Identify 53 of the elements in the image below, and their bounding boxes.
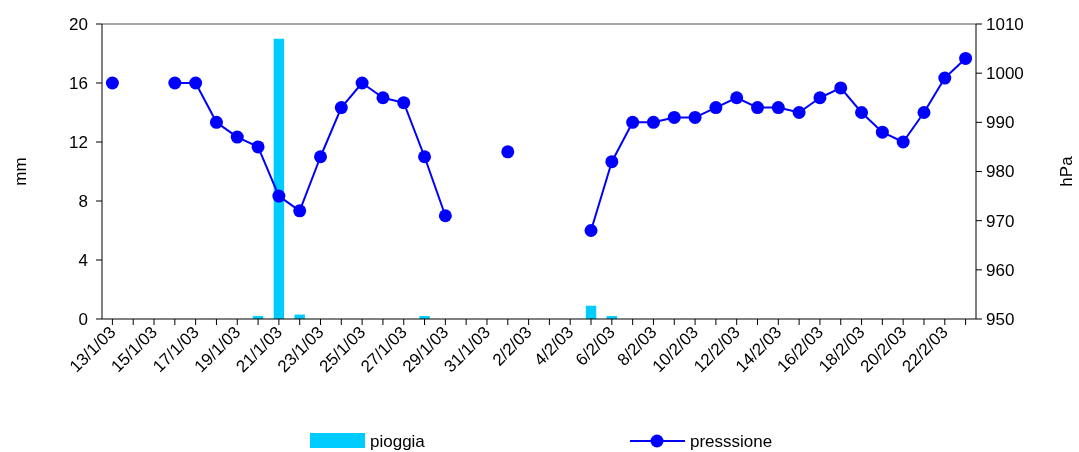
point xyxy=(667,110,681,124)
y2-tick-label: 960 xyxy=(986,260,1015,280)
point xyxy=(293,204,307,218)
y2-tick-label: 990 xyxy=(986,113,1015,133)
y2-axis-title: hPa xyxy=(1056,155,1076,187)
point xyxy=(230,130,244,144)
point xyxy=(855,106,869,119)
point xyxy=(438,209,452,223)
point xyxy=(834,81,848,95)
point xyxy=(875,125,889,139)
bar xyxy=(273,38,285,319)
point xyxy=(105,76,119,90)
y-tick-label: 20 xyxy=(69,14,88,34)
point xyxy=(709,101,723,115)
point xyxy=(501,145,515,159)
point xyxy=(792,106,806,119)
point xyxy=(813,91,827,105)
point xyxy=(251,140,265,154)
y2-tick-label: 950 xyxy=(986,309,1015,329)
y-axis-title: mm xyxy=(10,157,30,186)
point xyxy=(626,115,640,129)
point xyxy=(917,106,931,119)
point xyxy=(959,51,973,65)
point xyxy=(168,76,182,90)
point xyxy=(376,91,390,105)
point xyxy=(605,155,619,169)
point xyxy=(688,110,702,124)
y2-tick-label: 1010 xyxy=(986,14,1024,34)
legend-label: pioggia xyxy=(370,431,426,451)
y-tick-label: 4 xyxy=(78,250,88,270)
y-tick-label: 12 xyxy=(69,132,88,152)
point xyxy=(938,71,952,85)
point xyxy=(209,115,223,129)
point xyxy=(751,101,764,115)
y2-tick-label: 1000 xyxy=(986,64,1024,84)
point xyxy=(584,224,598,237)
point xyxy=(896,135,910,149)
y2-tick-label: 970 xyxy=(986,211,1015,231)
point xyxy=(314,150,327,164)
point xyxy=(397,96,411,110)
point xyxy=(189,76,203,90)
legend-label: presssione xyxy=(690,431,773,451)
point xyxy=(418,150,432,164)
point xyxy=(355,76,369,90)
y-tick-label: 16 xyxy=(69,73,88,93)
point xyxy=(272,189,286,203)
point xyxy=(334,101,348,115)
y2-tick-label: 980 xyxy=(986,162,1015,182)
y-tick-label: 8 xyxy=(78,191,88,211)
point xyxy=(730,91,744,105)
y-tick-label: 0 xyxy=(78,309,88,329)
point xyxy=(771,101,785,115)
point xyxy=(646,115,660,129)
